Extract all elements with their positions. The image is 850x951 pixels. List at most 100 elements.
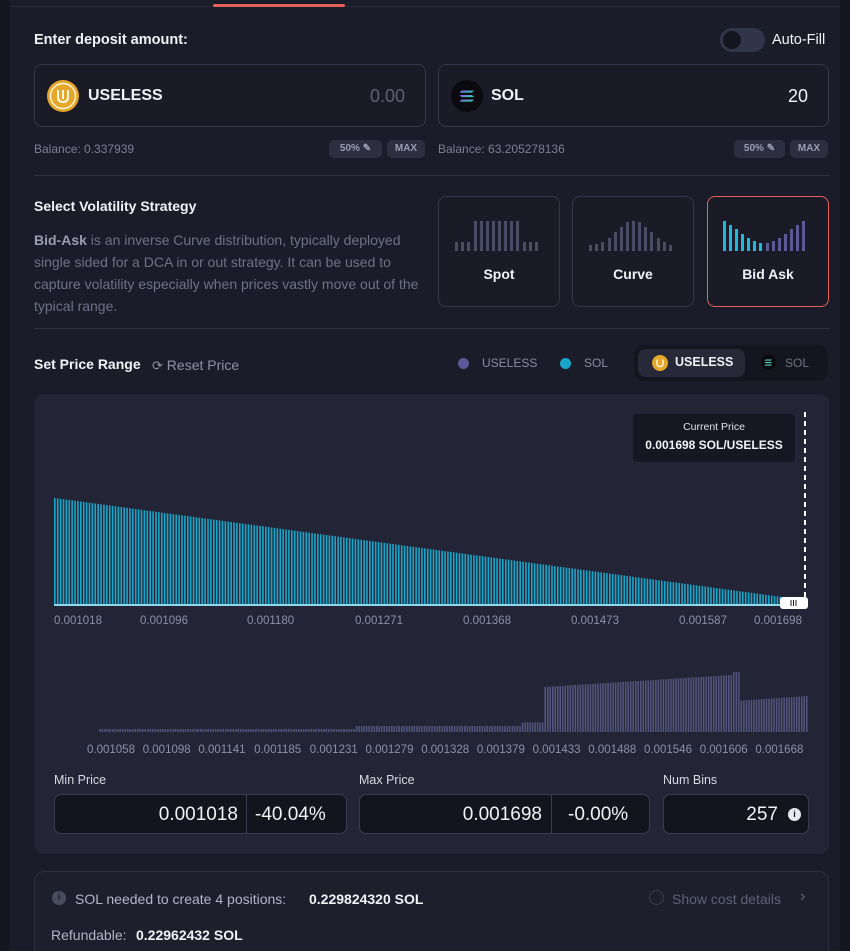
pool-liquidity-bar xyxy=(516,726,519,732)
min-price-input[interactable]: 0.001018 -40.04% xyxy=(54,794,347,834)
x-tick-label: 0.001271 xyxy=(355,615,403,627)
x-tick-label: 0.001141 xyxy=(198,744,246,756)
useless-token-icon xyxy=(652,355,668,371)
pool-liquidity-bar xyxy=(99,729,101,732)
useless-max-button[interactable]: MAX xyxy=(387,140,425,158)
liquidity-bar xyxy=(510,560,513,604)
liquidity-distribution-chart[interactable] xyxy=(34,394,829,624)
liquidity-bar xyxy=(522,561,524,604)
pool-liquidity-bar xyxy=(775,698,778,732)
useless-amount[interactable]: 0.00 xyxy=(369,86,405,106)
sol-max-button[interactable]: MAX xyxy=(790,140,828,158)
useless-half-button[interactable]: 50% ✎ xyxy=(329,140,382,158)
active-tab-indicator[interactable] xyxy=(213,4,345,7)
info-icon[interactable]: i xyxy=(788,808,801,821)
liquidity-bar xyxy=(496,558,498,604)
liquidity-bar xyxy=(348,538,351,604)
strategy-description-text: is an inverse Curve distribution, typica… xyxy=(34,232,419,314)
liquidity-bar xyxy=(308,532,310,604)
pool-liquidity-bar xyxy=(670,678,672,732)
sol-needed-value: 0.229824320 SOL xyxy=(309,891,424,907)
liquidity-bar xyxy=(120,507,123,604)
liquidity-bar xyxy=(172,514,175,604)
autofill-toggle[interactable] xyxy=(720,28,765,52)
pool-liquidity-bar xyxy=(677,678,680,732)
max-price-value[interactable]: 0.001698 xyxy=(462,804,542,825)
curve-shape-icon xyxy=(589,221,672,251)
pool-liquidity-bar xyxy=(157,729,159,732)
pool-liquidity-bar xyxy=(519,726,521,732)
liquidity-bar xyxy=(461,553,464,604)
liquidity-bar xyxy=(403,545,406,604)
pool-liquidity-bar xyxy=(373,726,375,732)
pool-liquidity-bar xyxy=(572,685,574,732)
x-tick-label: 0.001488 xyxy=(588,744,637,756)
pool-liquidity-bar xyxy=(257,729,260,732)
liquidity-bar xyxy=(530,562,533,604)
pool-liquidity-bar xyxy=(242,729,245,732)
liquidity-bar xyxy=(207,518,209,604)
liquidity-bar xyxy=(279,528,282,604)
strategy-spot-card[interactable]: Spot xyxy=(438,196,560,307)
pool-liquidity-bar xyxy=(101,729,104,732)
pool-liquidity-bar xyxy=(544,686,546,732)
liquidity-bar xyxy=(710,587,712,604)
pool-liquidity-bar xyxy=(489,726,491,732)
max-price-percent[interactable]: -0.00% xyxy=(568,804,629,825)
details-toggle-icon[interactable] xyxy=(649,890,664,905)
liquidity-bar xyxy=(614,574,617,604)
max-price-input[interactable]: 0.001698 -0.00% xyxy=(359,794,650,834)
pool-liquidity-bar xyxy=(662,679,665,732)
liquidity-bar xyxy=(458,553,461,604)
pool-liquidity-bar xyxy=(192,729,194,732)
refundable-value: 0.22962432 SOL xyxy=(136,927,243,943)
min-price-value[interactable]: 0.001018 xyxy=(158,804,238,825)
sol-amount-field[interactable]: SOL 20 xyxy=(438,64,829,127)
strategy-label: Curve xyxy=(613,266,653,282)
useless-amount-field[interactable]: USELESS 0.00 xyxy=(34,64,426,127)
pool-liquidity-bar xyxy=(383,726,385,732)
pool-liquidity-bar xyxy=(363,726,365,732)
pool-liquidity-bar xyxy=(292,729,295,732)
pool-liquidity-bar xyxy=(481,726,484,732)
pool-liquidity-bar xyxy=(655,679,657,732)
pool-liquidity-bar xyxy=(446,726,448,732)
liquidity-bar xyxy=(265,526,267,604)
x-tick-label: 0.001096 xyxy=(140,615,188,627)
pool-liquidity-bar xyxy=(604,683,607,732)
reset-price-button[interactable]: ⟳ Reset Price xyxy=(152,357,239,374)
liquidity-bar xyxy=(432,549,435,604)
pool-liquidity-bar xyxy=(240,729,242,732)
sol-half-button[interactable]: 50% ✎ xyxy=(734,140,785,158)
sol-amount[interactable]: 20 xyxy=(787,86,808,106)
pool-liquidity-bar xyxy=(589,684,592,732)
sol-token-icon[interactable] xyxy=(761,355,776,370)
pool-liquidity-bar xyxy=(162,729,164,732)
chevron-right-icon[interactable]: › xyxy=(800,888,806,905)
num-bins-value[interactable]: 257 xyxy=(746,804,778,825)
liquidity-bar xyxy=(600,572,602,604)
segment-useless[interactable]: USELESS xyxy=(638,349,745,377)
pool-liquidity-bar xyxy=(260,729,262,732)
pool-liquidity-bar xyxy=(333,729,335,732)
liquidity-bar xyxy=(293,530,296,604)
info-icon[interactable]: i xyxy=(52,891,66,905)
pool-liquidity-bar xyxy=(486,726,489,732)
liquidity-bar xyxy=(68,499,71,604)
price-token-switch: USELESS SOL xyxy=(634,345,828,381)
useless-legend-dot xyxy=(458,358,469,369)
pool-liquidity-bar xyxy=(549,686,551,732)
pool-liquidity-bar xyxy=(182,729,184,732)
strategy-bidask-card[interactable]: Bid Ask xyxy=(707,196,829,307)
min-price-percent[interactable]: -40.04% xyxy=(255,804,326,825)
segment-sol-label[interactable]: SOL xyxy=(785,356,810,370)
pool-liquidity-bar xyxy=(194,729,197,732)
num-bins-input[interactable]: 257 i xyxy=(663,794,809,834)
show-cost-details-button[interactable]: Show cost details xyxy=(672,891,781,907)
pencil-icon: ✎ xyxy=(766,143,776,154)
pool-liquidity-bar xyxy=(484,726,486,732)
strategy-curve-card[interactable]: Curve xyxy=(572,196,694,307)
liquidity-bar xyxy=(730,590,733,604)
liquidity-bar xyxy=(767,595,770,604)
pool-liquidity-bar xyxy=(640,680,642,732)
